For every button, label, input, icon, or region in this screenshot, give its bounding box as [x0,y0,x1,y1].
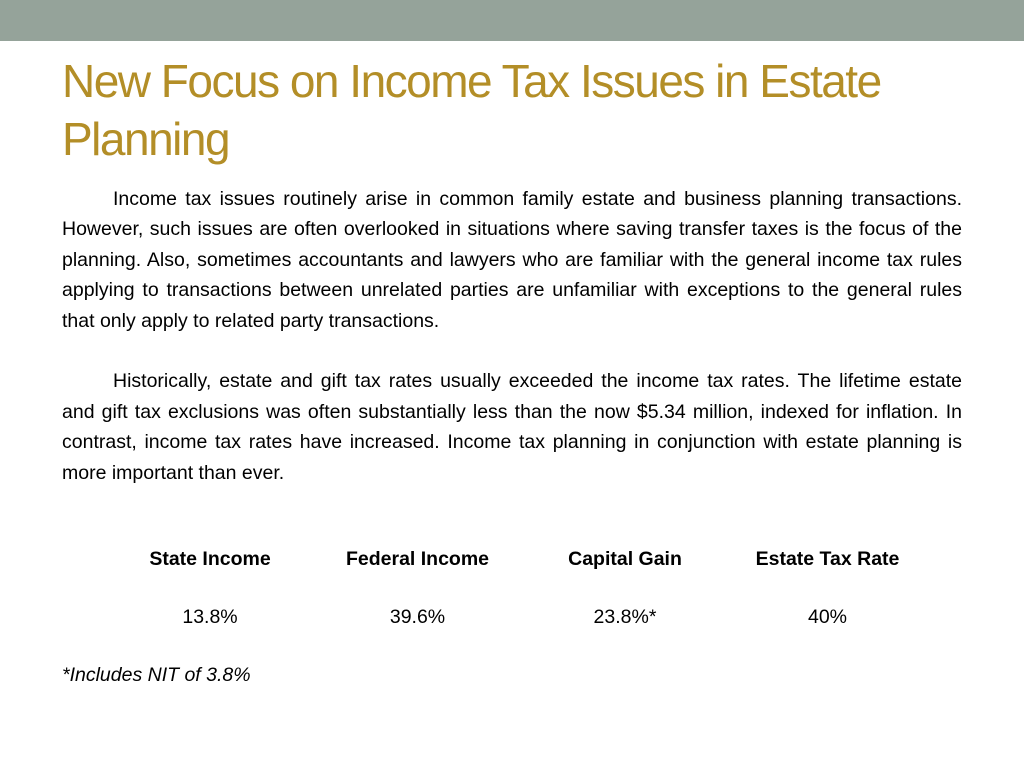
header-state-income: State Income [149,548,271,570]
table-row: 13.8% 39.6% 23.8%* 40% [110,606,930,629]
value-federal-income: 39.6% [389,606,446,628]
top-accent-bar [0,0,1024,41]
slide-title: New Focus on Income Tax Issues in Estate… [62,55,882,165]
value-estate-tax-rate: 40% [807,606,848,628]
header-federal-income: Federal Income [345,548,490,570]
header-estate-tax-rate: Estate Tax Rate [755,548,900,570]
value-state-income: 13.8% [182,606,238,628]
table-header-row: State Income Federal Income Capital Gain… [110,548,930,606]
value-capital-gain: 23.8%* [593,606,657,628]
paragraph-income-tax-issues: Income tax issues routinely arise in com… [62,188,962,332]
header-capital-gain: Capital Gain [568,548,682,570]
body-text: Income tax issues routinely arise in com… [62,184,962,488]
tax-rates-table: State Income Federal Income Capital Gain… [110,548,930,629]
footnote-nit: *Includes NIT of 3.8% [62,664,251,686]
paragraph-historical-rates: Historically, estate and gift tax rates … [62,370,962,484]
